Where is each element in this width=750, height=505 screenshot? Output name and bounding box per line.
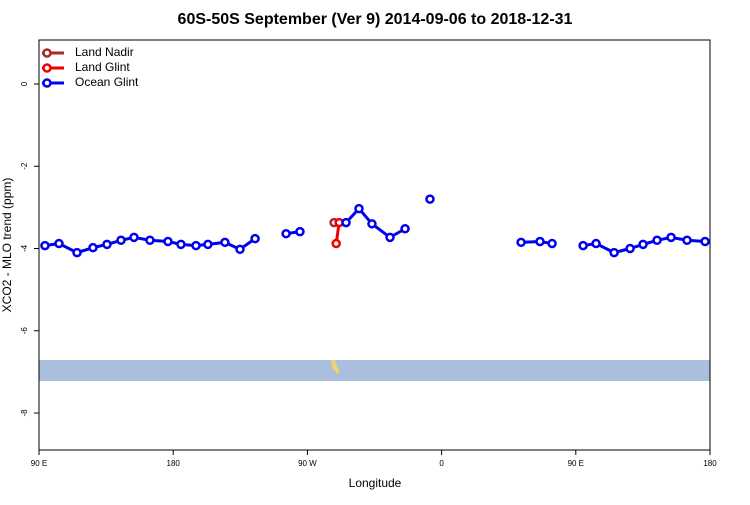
point — [516, 237, 526, 248]
point — [40, 240, 50, 251]
legend-label: Ocean Glint — [75, 75, 139, 89]
x-tick-label: 90 W — [298, 459, 317, 468]
point — [367, 219, 377, 229]
map-strip — [39, 360, 710, 381]
point — [638, 239, 648, 250]
y-tick-label: -6 — [20, 327, 29, 335]
point — [145, 235, 155, 246]
point — [88, 242, 98, 253]
x-tick-label: 0 — [439, 459, 444, 468]
y-tick-label: -4 — [20, 244, 29, 252]
point — [591, 238, 601, 249]
point — [72, 247, 82, 258]
point — [385, 232, 395, 243]
point — [235, 244, 245, 255]
plot-frame — [38, 39, 711, 451]
land-patch — [331, 360, 340, 374]
point — [220, 237, 230, 248]
point — [425, 194, 435, 204]
legend-label: Land Glint — [75, 60, 130, 74]
point — [354, 203, 364, 214]
legend-marker — [42, 48, 52, 58]
point — [129, 232, 139, 243]
legend-marker — [42, 63, 52, 73]
y-tick-label: -8 — [20, 409, 29, 417]
legend-label: Land Nadir — [75, 45, 134, 59]
point — [295, 226, 305, 237]
point — [341, 217, 351, 228]
point — [54, 238, 64, 249]
point — [176, 239, 186, 250]
point — [682, 235, 692, 246]
point — [700, 236, 710, 247]
y-tick-label: -2 — [20, 162, 29, 170]
x-tick-label: 180 — [703, 459, 717, 468]
point — [625, 243, 635, 254]
y-tick-label: 0 — [20, 81, 29, 86]
point — [191, 240, 201, 251]
x-axis-label: Longitude — [349, 476, 402, 490]
point — [250, 233, 260, 244]
point — [331, 238, 341, 249]
x-tick-label: 90 E — [31, 459, 47, 468]
point — [281, 228, 291, 239]
x-tick-label: 180 — [167, 459, 181, 468]
point — [609, 247, 619, 258]
point — [102, 239, 112, 250]
y-axis-label: XCO2 - MLO trend (ppm) — [0, 178, 14, 313]
point — [666, 232, 676, 243]
point — [547, 238, 557, 249]
point — [116, 235, 126, 246]
x-tick-label: 90 E — [568, 459, 584, 468]
legend-marker — [42, 78, 52, 88]
point — [400, 224, 410, 234]
point — [652, 235, 662, 246]
point — [578, 240, 588, 251]
point — [163, 236, 173, 247]
point — [535, 236, 545, 247]
chart-title: 60S-50S September (Ver 9) 2014-09-06 to … — [178, 11, 573, 28]
point — [203, 239, 213, 250]
